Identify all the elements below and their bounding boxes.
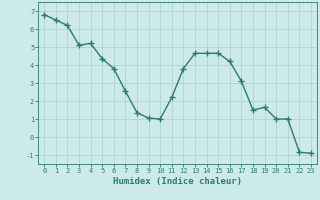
X-axis label: Humidex (Indice chaleur): Humidex (Indice chaleur) xyxy=(113,177,242,186)
